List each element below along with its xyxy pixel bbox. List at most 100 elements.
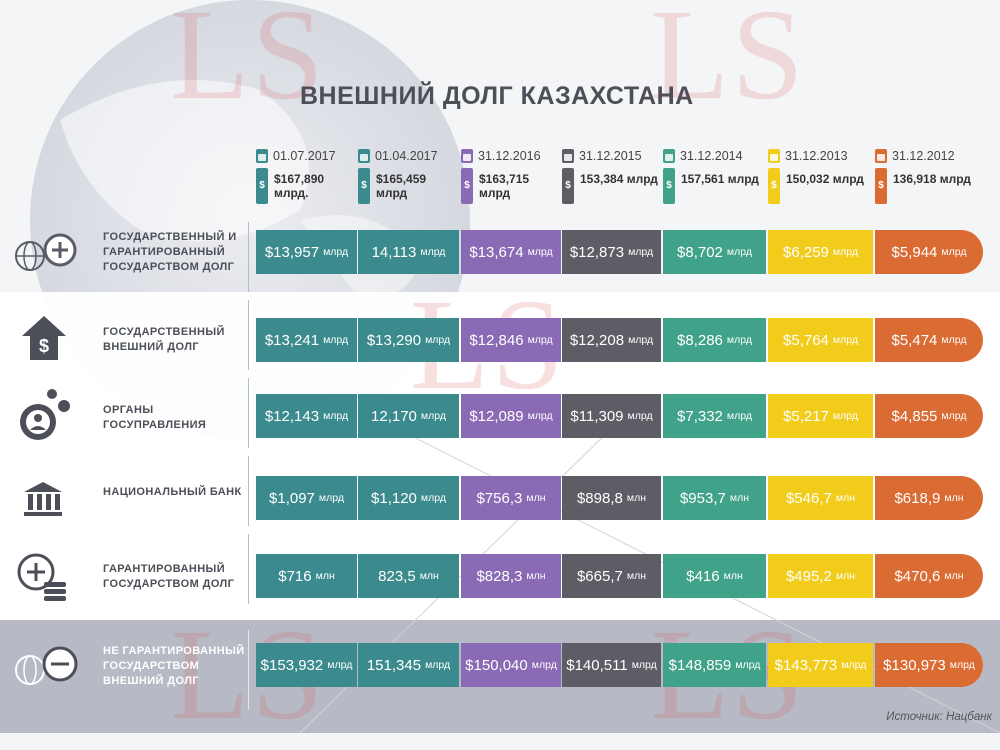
cell-value: $1,097 <box>269 489 315 507</box>
cell-value: $12,208 <box>569 331 625 349</box>
cell-value: $153,932 <box>260 656 324 674</box>
column-header: 01.04.2017 $ $165,459 млрд <box>358 148 458 206</box>
calendar-icon <box>461 149 473 163</box>
value-cell: 151,345 млрд <box>358 643 459 687</box>
value-cell: $130,973 млрд <box>875 643 983 687</box>
cell-unit: млрд <box>323 246 349 258</box>
column-date: 01.04.2017 <box>375 149 438 163</box>
cell-value: $1,120 <box>371 489 417 507</box>
cell-unit: млрд <box>425 334 451 346</box>
cell-value: 823,5 <box>378 567 416 585</box>
value-cell: $8,286 млрд <box>663 318 766 362</box>
value-cell: $6,259 млрд <box>768 230 873 274</box>
value-cell: $8,702 млрд <box>663 230 766 274</box>
value-cell: $153,932 млрд <box>256 643 357 687</box>
row-divider <box>248 630 249 710</box>
row-label: ОРГАНЫ ГОСУПРАВЛЕНИЯ <box>103 404 207 431</box>
cell-unit: млн <box>526 492 546 504</box>
column-header: 01.07.2017 $ $167,890 млрд. <box>256 148 356 206</box>
row-divider <box>248 378 249 448</box>
value-cell: 14,113 млрд <box>358 230 459 274</box>
row-label: НЕ ГАРАНТИРОВАННЫЙ ГОСУДАРСТВОМ ВНЕШНИЙ … <box>103 645 245 687</box>
cell-unit: млн <box>944 492 964 504</box>
cell-value: $11,309 <box>570 407 624 425</box>
value-cell: $12,143 млрд <box>256 394 357 438</box>
cell-unit: млн <box>729 492 750 504</box>
calendar-icon <box>663 149 675 163</box>
value-cell: $953,7 млн <box>663 476 766 520</box>
calendar-icon <box>768 149 780 163</box>
cell-unit: млрд <box>941 334 967 346</box>
row-label: ГОСУДАРСТВЕННЫЙ ВНЕШНИЙ ДОЛГ <box>103 326 225 353</box>
dollar-icon: $ <box>256 168 268 204</box>
column-date: 31.12.2015 <box>579 149 642 163</box>
value-cell: $150,040 млрд <box>461 643 561 687</box>
cell-value: 12,170 <box>371 407 417 425</box>
column-header: 31.12.2013 $150,032 млрд <box>768 148 868 206</box>
column-header: 31.12.2014 $157,561 млрд <box>663 148 763 206</box>
column-total: $163,715 млрд <box>479 172 530 200</box>
value-cell: 12,170 млрд <box>358 394 459 438</box>
cell-value: $12,089 <box>469 407 524 425</box>
column-total: 153,384 млрд <box>580 172 658 186</box>
cell-unit: млрд <box>318 492 344 504</box>
cell-unit: млрд <box>420 246 446 258</box>
cell-unit: млн <box>723 570 743 582</box>
column-total: 136,918 млрд <box>893 172 971 186</box>
cell-unit: млн <box>835 492 856 504</box>
cell-value: $12,873 <box>569 243 625 261</box>
cell-value: $13,674 <box>469 243 524 261</box>
cell-value: $143,773 <box>774 656 838 674</box>
bank-icon <box>24 482 62 516</box>
cell-unit: млн <box>315 570 335 582</box>
row-divider <box>248 456 249 526</box>
value-cell: $11,309 млрд <box>562 394 661 438</box>
cell-value: $4,855 <box>891 407 938 425</box>
column-total: 150,032 млрд <box>786 172 864 186</box>
value-cell: $716 млн <box>256 554 357 598</box>
value-cell: $618,9 млн <box>875 476 983 520</box>
value-cell: $12,873 млрд <box>562 230 661 274</box>
cell-value: $470,6 <box>894 567 941 585</box>
value-cell: $756,3 млн <box>461 476 561 520</box>
value-cell: $140,511 млрд <box>562 643 661 687</box>
cell-value: $12,846 <box>469 331 524 349</box>
value-cell: $12,846 млрд <box>461 318 561 362</box>
cell-value: $416 <box>686 567 720 585</box>
cell-value: $953,7 <box>679 489 726 507</box>
value-cell: $5,764 млрд <box>768 318 873 362</box>
cell-unit: млрд <box>531 659 557 671</box>
column-header: 31.12.2015 $153,384 млрд <box>562 148 662 206</box>
cell-unit: млн <box>526 570 546 582</box>
row-label: ГАРАНТИРОВАННЫЙ ГОСУДАРСТВОМ ДОЛГ <box>103 563 235 590</box>
cell-unit: млрд <box>425 659 451 671</box>
column-date: 31.12.2014 <box>680 149 743 163</box>
cell-value: 14,113 <box>371 243 417 261</box>
row-label: НАЦИОНАЛЬНЫЙ БАНК <box>103 486 242 498</box>
value-cell: $495,2 млн <box>768 554 873 598</box>
value-cell: $1,120 млрд <box>358 476 459 520</box>
cell-unit: млрд <box>631 659 657 671</box>
cell-unit: млрд <box>323 410 349 422</box>
row-divider <box>248 222 249 292</box>
cell-unit: млрд <box>527 334 553 346</box>
dollar-icon: $ <box>663 168 675 204</box>
value-cell: $5,944 млрд <box>875 230 983 274</box>
value-cell: $148,859 млрд <box>663 643 766 687</box>
calendar-icon <box>256 149 268 163</box>
cell-value: $12,143 <box>264 407 320 425</box>
value-cell: $12,089 млрд <box>461 394 561 438</box>
watermark: LS <box>170 0 326 127</box>
cell-unit: млн <box>835 570 856 582</box>
cell-unit: млрд <box>735 659 761 671</box>
cell-unit: млрд <box>941 246 967 258</box>
row-divider <box>248 534 249 604</box>
cell-value: $898,8 <box>576 489 623 507</box>
cell-unit: млрд <box>726 246 752 258</box>
value-cell: $7,332 млрд <box>663 394 766 438</box>
cell-value: $5,944 <box>891 243 938 261</box>
cell-unit: млн <box>419 570 439 582</box>
cell-unit: млрд <box>420 492 446 504</box>
svg-text:$: $ <box>39 336 49 356</box>
cell-unit: млрд <box>527 246 553 258</box>
